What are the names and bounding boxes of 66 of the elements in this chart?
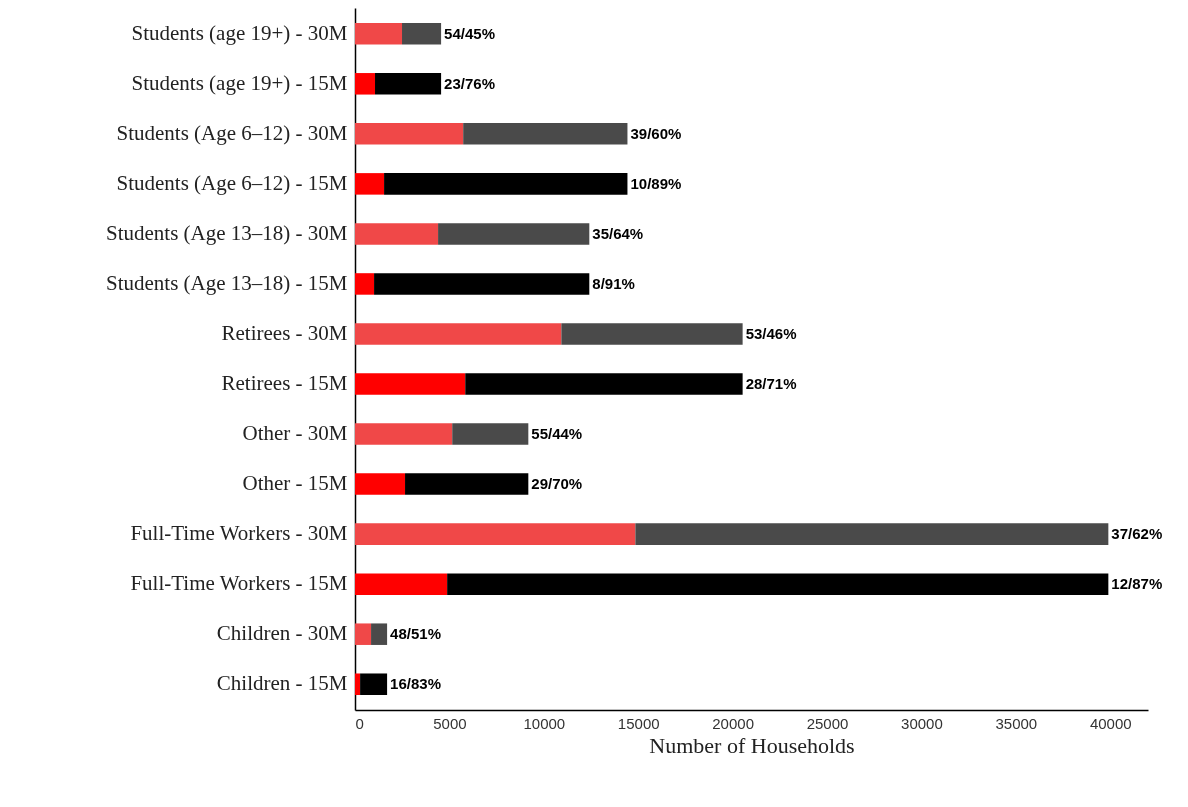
bar	[374, 273, 590, 295]
bar	[452, 423, 529, 445]
x-tick-label: 10000	[523, 714, 566, 732]
bar	[438, 223, 590, 245]
bar	[465, 373, 743, 395]
bar	[355, 473, 406, 495]
x-tick-label: 0	[355, 714, 364, 732]
y-tick-label: Retirees - 15M	[221, 371, 348, 396]
bar	[355, 223, 439, 245]
x-tick-label: 35000	[995, 714, 1038, 732]
y-tick-label: Students (Age 13–18) - 30M	[106, 220, 348, 245]
total-label: 53/46%	[745, 324, 797, 342]
total-label: 55/44%	[531, 425, 583, 443]
x-tick-label: 20000	[712, 714, 754, 732]
bar	[355, 673, 361, 695]
bar	[355, 273, 375, 295]
y-tick-label: Full-Time Workers - 15M	[130, 571, 348, 596]
total-label: 28/71%	[745, 375, 797, 393]
total-label: 48/51%	[390, 625, 441, 643]
bar	[355, 423, 453, 445]
bar	[355, 523, 636, 545]
bar	[405, 473, 529, 495]
bar	[384, 173, 628, 195]
bar	[355, 373, 466, 395]
bar	[360, 673, 388, 695]
bar	[561, 323, 743, 345]
total-label: 16/83%	[390, 675, 441, 693]
y-tick-label: Other - 30M	[242, 421, 348, 446]
bar	[355, 23, 403, 45]
bar	[355, 623, 372, 645]
y-tick-label: Students (age 19+) - 15M	[131, 70, 348, 95]
y-tick-label: Students (age 19+) - 30M	[131, 20, 348, 45]
x-tick-label: 40000	[1089, 714, 1132, 732]
bar	[355, 123, 464, 145]
bar	[375, 73, 442, 95]
y-tick-label: Full-Time Workers - 30M	[130, 521, 348, 546]
y-tick-label: Students (Age 6–12) - 15M	[116, 170, 348, 195]
bar	[635, 523, 1109, 545]
total-label: 23/76%	[444, 74, 495, 92]
total-label: 37/62%	[1111, 525, 1163, 543]
bar	[447, 573, 1109, 595]
total-label: 12/87%	[1111, 575, 1163, 593]
total-label: 10/89%	[630, 174, 682, 192]
bar	[371, 623, 388, 645]
total-label: 8/91%	[592, 274, 635, 292]
bar	[463, 123, 628, 145]
bar	[355, 173, 385, 195]
bar	[355, 573, 448, 595]
total-label: 54/45%	[444, 24, 495, 42]
y-tick-label: Other - 15M	[242, 471, 348, 496]
total-label: 29/70%	[531, 475, 583, 493]
x-tick-label: 25000	[806, 714, 849, 732]
y-tick-label: Students (Age 13–18) - 15M	[106, 270, 348, 295]
y-tick-label: Children - 15M	[216, 671, 348, 696]
bar	[355, 73, 376, 95]
y-tick-label: Students (Age 6–12) - 30M	[116, 120, 348, 145]
y-tick-label: Children - 30M	[216, 621, 348, 646]
x-tick-label: 5000	[433, 714, 467, 732]
total-label: 39/60%	[630, 124, 682, 142]
bar	[402, 23, 442, 45]
total-label: 35/64%	[592, 224, 644, 242]
x-axis-title: Number of Households	[649, 732, 855, 758]
x-tick-label: 15000	[617, 714, 660, 732]
y-tick-label: Retirees - 30M	[221, 320, 348, 345]
bar	[355, 323, 562, 345]
x-tick-label: 30000	[901, 714, 943, 732]
